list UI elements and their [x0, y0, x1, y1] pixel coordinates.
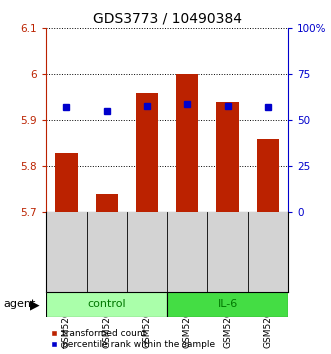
Bar [46, 292, 167, 317]
Bar [257, 139, 279, 212]
Bar [55, 153, 77, 212]
Title: GDS3773 / 10490384: GDS3773 / 10490384 [93, 12, 242, 26]
Bar [167, 292, 288, 317]
Legend: transformed count, percentile rank within the sample: transformed count, percentile rank withi… [51, 329, 215, 349]
Text: control: control [87, 299, 126, 309]
Bar [176, 74, 198, 212]
Bar [96, 194, 118, 212]
Text: agent: agent [3, 299, 36, 309]
Text: ▶: ▶ [30, 298, 40, 311]
Bar [216, 102, 239, 212]
Text: IL-6: IL-6 [217, 299, 238, 309]
Bar [136, 93, 158, 212]
